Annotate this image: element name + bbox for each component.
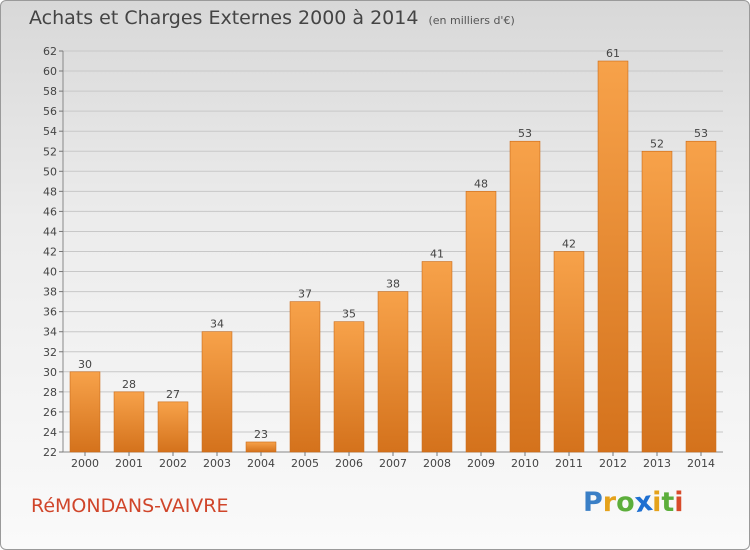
y-tick-label: 62 xyxy=(43,45,57,58)
bar-2005 xyxy=(289,301,321,453)
bar-2000 xyxy=(69,371,101,453)
data-label-2006: 35 xyxy=(342,308,356,321)
y-tick-label: 58 xyxy=(43,85,57,98)
y-tick-label: 28 xyxy=(43,386,57,399)
bar-2013 xyxy=(641,150,673,453)
bar-2006 xyxy=(333,321,365,453)
bar-2011 xyxy=(553,251,585,453)
x-axis-ticks: 2000 2001 2002 2003 2004 2005 2006 2007 2008 2009… xyxy=(71,452,715,470)
data-label-2004: 23 xyxy=(254,428,268,441)
y-tick-label: 56 xyxy=(43,105,57,118)
bar-2014 xyxy=(685,140,717,453)
y-tick-label: 22 xyxy=(43,446,57,459)
data-label-2000: 30 xyxy=(78,358,92,371)
y-tick-label: 52 xyxy=(43,145,57,158)
y-tick-label: 32 xyxy=(43,346,57,359)
logo-letter: i xyxy=(652,487,662,518)
bar-2012 xyxy=(597,60,629,453)
y-tick-label: 60 xyxy=(43,65,57,78)
y-tick-label: 50 xyxy=(43,165,57,178)
bar-2002 xyxy=(157,401,189,453)
bar-2008 xyxy=(421,261,453,453)
logo-letter: P xyxy=(583,487,603,518)
y-tick-label: 42 xyxy=(43,246,57,259)
x-tick-label-2014: 2014 xyxy=(687,457,715,470)
data-label-2012: 61 xyxy=(606,47,620,60)
x-tick-label-2004: 2004 xyxy=(247,457,275,470)
data-label-2014: 53 xyxy=(694,127,708,140)
y-tick-label: 48 xyxy=(43,185,57,198)
y-tick-label: 34 xyxy=(43,326,57,339)
logo-letter: x xyxy=(632,485,655,520)
data-labels: 30 28 27 34 23 37 35 38 41 48 53 42 61 52 53 xyxy=(78,47,708,441)
chart-title-text: Achats et Charges Externes 2000 à 2014 xyxy=(29,7,419,29)
bar-2007 xyxy=(377,291,409,453)
data-label-2011: 42 xyxy=(562,238,576,251)
y-tick-label: 54 xyxy=(43,125,57,138)
data-label-2007: 38 xyxy=(386,278,400,291)
x-tick-label-2009: 2009 xyxy=(467,457,495,470)
x-tick-label-2003: 2003 xyxy=(203,457,231,470)
y-tick-label: 30 xyxy=(43,366,57,379)
bar-2001 xyxy=(113,391,145,453)
x-tick-label-2006: 2006 xyxy=(335,457,363,470)
data-label-2013: 52 xyxy=(650,137,664,150)
x-tick-label-2010: 2010 xyxy=(511,457,539,470)
bars xyxy=(69,60,717,453)
chart-title: Achats et Charges Externes 2000 à 2014 (e… xyxy=(29,7,515,29)
town-name: RéMONDANS-VAIVRE xyxy=(31,495,229,517)
y-tick-label: 24 xyxy=(43,426,57,439)
x-tick-label-2013: 2013 xyxy=(643,457,671,470)
logo-letter: t xyxy=(661,487,675,518)
x-tick-label-2012: 2012 xyxy=(599,457,627,470)
data-label-2002: 27 xyxy=(166,388,180,401)
chart-subtitle: (en milliers d'€) xyxy=(428,14,515,27)
logo-letter: o xyxy=(616,487,635,518)
y-tick-label: 26 xyxy=(43,406,57,419)
x-tick-label-2002: 2002 xyxy=(159,457,187,470)
y-tick-label: 46 xyxy=(43,205,57,218)
x-tick-label-2000: 2000 xyxy=(71,457,99,470)
y-axis-ticks: 22 24 26 28 30 32 34 36 38 40 42 44 46 48 50 52 54 56 58 60… xyxy=(43,45,63,459)
logo-letter: r xyxy=(602,487,617,518)
x-tick-label-2011: 2011 xyxy=(555,457,583,470)
data-label-2010: 53 xyxy=(518,127,532,140)
bar-2003 xyxy=(201,331,233,453)
logo-letter: i xyxy=(674,487,684,518)
proxiti-logo[interactable]: Proxiti xyxy=(583,485,684,520)
data-label-2001: 28 xyxy=(122,378,136,391)
y-tick-label: 38 xyxy=(43,286,57,299)
y-tick-label: 44 xyxy=(43,225,57,238)
y-tick-label: 40 xyxy=(43,266,57,279)
bar-2010 xyxy=(509,140,541,453)
x-tick-label-2001: 2001 xyxy=(115,457,143,470)
bar-2009 xyxy=(465,191,497,453)
data-label-2008: 41 xyxy=(430,248,444,261)
data-label-2005: 37 xyxy=(298,288,312,301)
data-label-2009: 48 xyxy=(474,177,488,190)
x-tick-label-2005: 2005 xyxy=(291,457,319,470)
x-tick-label-2008: 2008 xyxy=(423,457,451,470)
bar-2004 xyxy=(245,441,277,453)
x-tick-label-2007: 2007 xyxy=(379,457,407,470)
data-label-2003: 34 xyxy=(210,318,224,331)
y-tick-label: 36 xyxy=(43,306,57,319)
